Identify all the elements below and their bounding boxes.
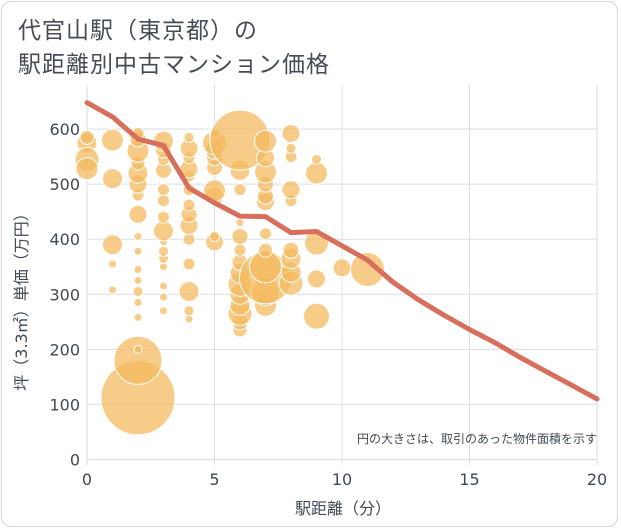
- bubble: [133, 276, 143, 286]
- bubble: [102, 168, 123, 190]
- bubble: [182, 198, 196, 212]
- bubble: [159, 281, 168, 291]
- tick-labels: 0 100 200 300 400 500 600 0 5 10 15 20: [49, 120, 607, 489]
- bubble: [307, 269, 326, 289]
- bubble: [157, 183, 170, 197]
- bubble: [101, 128, 124, 152]
- x-tick-label: 15: [459, 470, 479, 489]
- bubble: [132, 286, 144, 298]
- bubble: [79, 129, 95, 145]
- bubble: [113, 335, 163, 385]
- y-tick-label: 300: [49, 285, 80, 304]
- bubble: [133, 298, 143, 308]
- bubble: [157, 210, 170, 224]
- x-tick-label: 10: [332, 470, 352, 489]
- bubble: [133, 344, 143, 354]
- bubble: [108, 259, 117, 269]
- bubble: [311, 153, 322, 165]
- bubble: [303, 302, 330, 330]
- bubble: [350, 251, 385, 287]
- bubble-layer: [74, 109, 385, 436]
- y-tick-label: 0: [70, 450, 80, 469]
- y-tick-label: 600: [49, 120, 80, 139]
- y-axis-title: 坪（3.3㎡）単価（万円）: [12, 205, 31, 390]
- bubble: [285, 142, 297, 154]
- bubble: [332, 258, 352, 278]
- bubble: [108, 285, 117, 295]
- bubble: [153, 220, 174, 242]
- bubble: [258, 242, 273, 258]
- bubble: [182, 257, 196, 271]
- bubble: [159, 306, 168, 316]
- bubble: [233, 183, 247, 197]
- x-tick-label: 0: [82, 470, 92, 489]
- bubble: [281, 180, 301, 200]
- bubble: [157, 194, 170, 208]
- bubble: [281, 123, 301, 143]
- bubble: [183, 305, 195, 317]
- bubble: [282, 241, 300, 259]
- bubble: [235, 218, 245, 228]
- bubble: [75, 157, 99, 181]
- trend-layer: [84, 100, 600, 402]
- bubble: [128, 204, 148, 224]
- bubble: [133, 231, 143, 241]
- bubble: [182, 232, 196, 246]
- bubble: [133, 246, 143, 256]
- bubble: [102, 234, 123, 256]
- bubble: [233, 243, 247, 257]
- size-note: 円の大きさは、取引のあった物件面積を示す: [357, 431, 597, 446]
- bubble: [159, 292, 168, 302]
- title-line-1: 代官山駅（東京都）の: [18, 18, 258, 44]
- y-tick-label: 200: [49, 340, 80, 359]
- bubble: [183, 131, 195, 143]
- bubble: [209, 230, 220, 242]
- bubble: [158, 245, 169, 257]
- bubble: [259, 227, 272, 241]
- y-tick-label: 500: [49, 175, 80, 194]
- bubble: [254, 129, 277, 153]
- bubble: [133, 312, 143, 322]
- y-tick-label: 400: [49, 230, 80, 249]
- x-tick-label: 5: [209, 470, 219, 489]
- y-tick-label: 100: [49, 395, 80, 414]
- chart-title: 代官山駅（東京都）の 駅距離別中古マンション価格: [18, 14, 330, 82]
- bubble: [305, 161, 328, 185]
- bubble: [178, 281, 200, 303]
- x-tick-label: 20: [587, 470, 607, 489]
- x-axis-title: 駅距離（分）: [295, 499, 391, 518]
- bubble: [231, 227, 249, 245]
- title-line-2: 駅距離別中古マンション価格: [18, 52, 330, 78]
- bubble: [133, 264, 143, 274]
- trend-line: [84, 100, 600, 402]
